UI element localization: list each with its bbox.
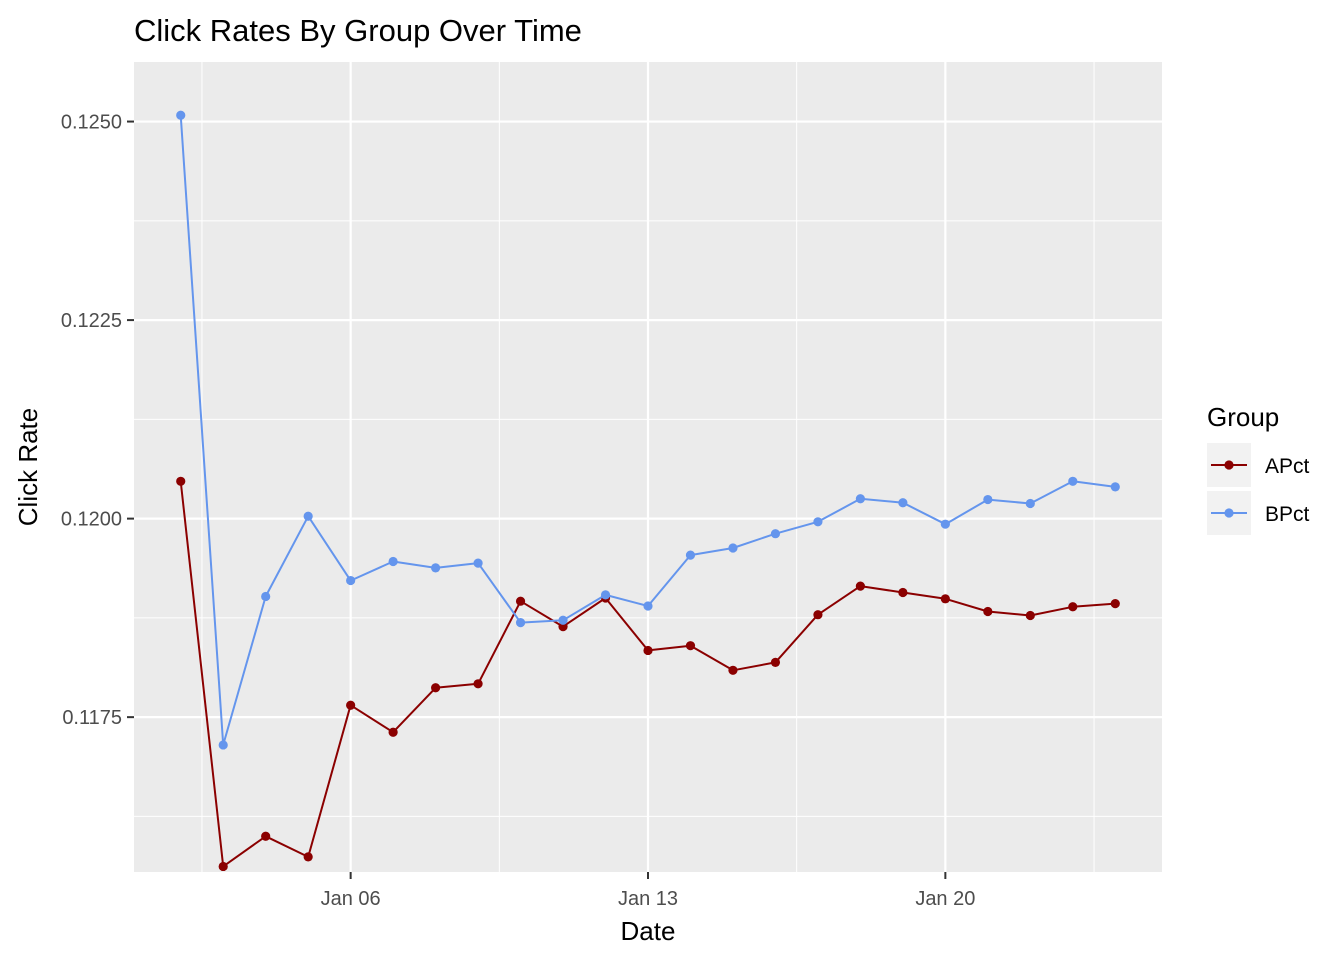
data-point-BPct xyxy=(1068,476,1078,486)
data-point-BPct xyxy=(515,618,526,628)
legend: Group APct BPct xyxy=(1207,402,1310,535)
data-point-BPct xyxy=(1110,482,1120,492)
data-point-BPct xyxy=(855,494,865,504)
data-point-APct xyxy=(558,622,568,632)
legend-item-BPct: BPct xyxy=(1207,491,1310,535)
data-point-APct xyxy=(855,581,865,591)
legend-title: Group xyxy=(1207,402,1279,432)
chart-title: Click Rates By Group Over Time xyxy=(134,13,582,48)
data-point-APct xyxy=(218,861,228,872)
x-tick-label: Jan 13 xyxy=(618,888,678,910)
data-point-APct xyxy=(176,476,186,486)
legend-key-point xyxy=(1224,508,1234,518)
data-point-APct xyxy=(1110,598,1120,609)
data-point-APct xyxy=(473,679,483,689)
x-tick-label: Jan 20 xyxy=(915,888,975,910)
data-point-BPct xyxy=(176,110,186,120)
legend-key-point xyxy=(1224,460,1234,470)
data-point-APct xyxy=(388,727,398,737)
data-point-APct xyxy=(983,606,993,617)
major-gridlines xyxy=(134,62,1162,872)
data-point-BPct xyxy=(346,575,356,586)
data-point-APct xyxy=(515,596,526,606)
data-point-APct xyxy=(770,657,781,667)
axis-layer: Jan 06 Jan 13 Jan 20 0.1175 0.1200 0.1225 0.12… xyxy=(61,112,976,910)
series-BPct xyxy=(176,110,1120,750)
data-point-BPct xyxy=(303,511,313,521)
data-point-BPct xyxy=(431,563,441,573)
x-axis-title: Date xyxy=(621,916,676,946)
data-point-BPct xyxy=(218,740,228,750)
legend-item-APct: APct xyxy=(1207,443,1310,487)
data-point-BPct xyxy=(643,601,653,611)
data-point-BPct xyxy=(940,519,950,529)
data-point-BPct xyxy=(600,590,611,600)
series-APct xyxy=(176,476,1120,872)
y-axis-title: Click Rate xyxy=(13,408,43,526)
data-point-APct xyxy=(643,645,653,656)
data-point-BPct xyxy=(898,498,908,508)
data-point-APct xyxy=(898,587,908,598)
legend-label: BPct xyxy=(1265,503,1310,526)
y-tick-label: 0.1225 xyxy=(61,310,122,332)
series-layer xyxy=(176,110,1120,872)
data-point-APct xyxy=(685,641,696,651)
data-point-BPct xyxy=(388,556,398,567)
data-point-BPct xyxy=(728,543,738,553)
y-tick-label: 0.1175 xyxy=(62,707,122,729)
data-point-BPct xyxy=(473,558,483,568)
data-point-BPct xyxy=(261,591,271,602)
data-point-BPct xyxy=(558,615,568,625)
data-point-BPct xyxy=(813,517,823,527)
data-point-BPct xyxy=(685,550,696,560)
data-point-APct xyxy=(1025,610,1035,621)
data-point-BPct xyxy=(1025,498,1035,509)
y-tick-label: 0.1250 xyxy=(61,112,122,134)
data-point-APct xyxy=(303,852,313,862)
data-point-BPct xyxy=(770,529,781,539)
data-point-APct xyxy=(261,831,271,841)
data-point-APct xyxy=(1068,602,1078,612)
legend-items: APct BPct xyxy=(1207,443,1310,535)
y-tick-label: 0.1200 xyxy=(61,509,122,531)
data-point-APct xyxy=(813,610,823,620)
data-point-BPct xyxy=(983,494,993,505)
data-point-APct xyxy=(431,683,441,693)
x-tick-label: Jan 06 xyxy=(321,888,381,910)
data-point-APct xyxy=(940,594,950,604)
data-point-APct xyxy=(728,665,738,675)
legend-label: APct xyxy=(1265,455,1310,478)
data-point-APct xyxy=(346,700,356,710)
